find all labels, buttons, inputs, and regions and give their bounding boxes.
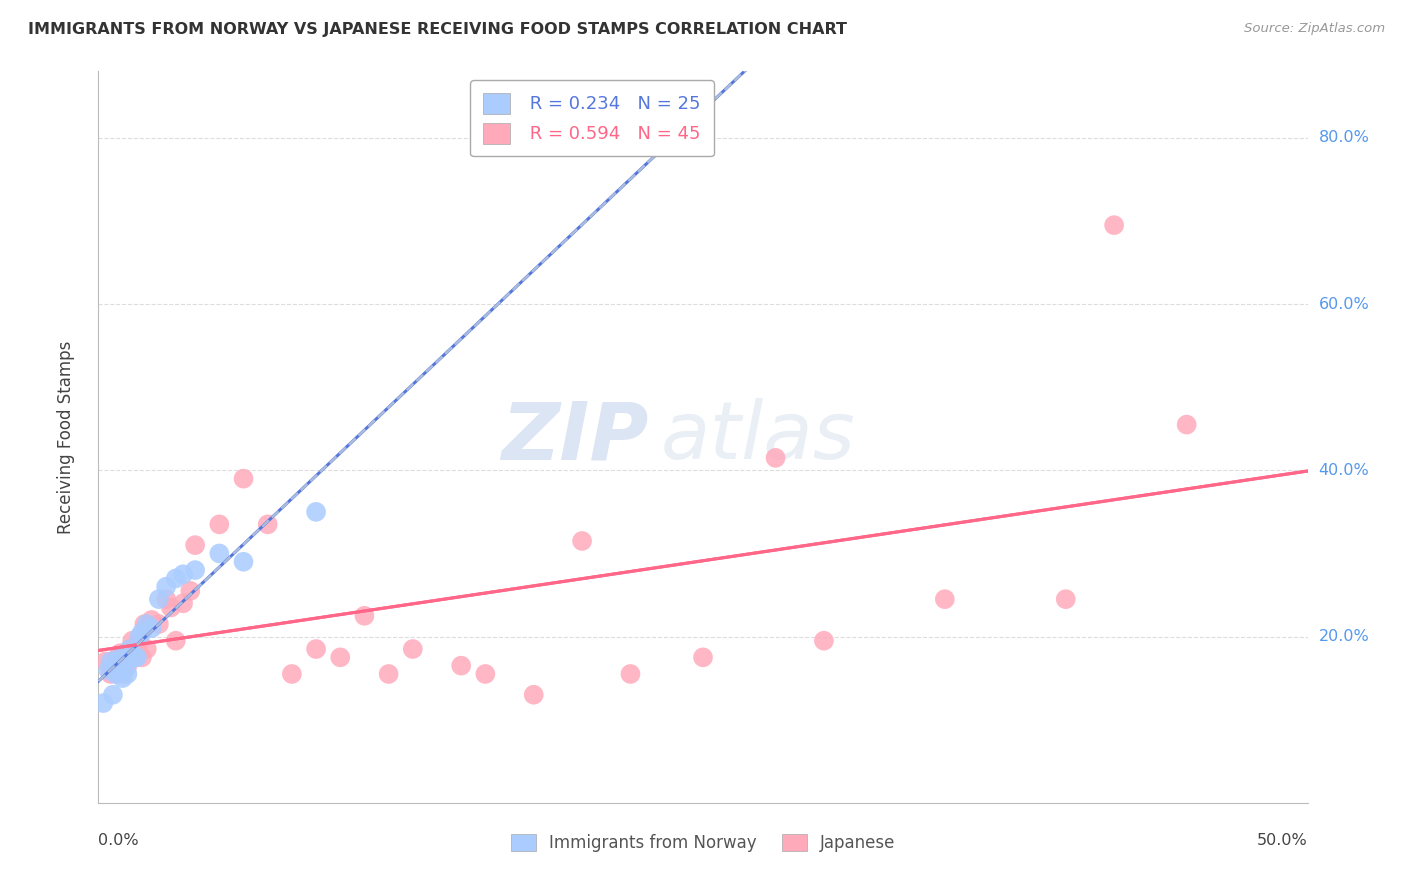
Point	[117, 667, 139, 681]
Point	[104, 667, 127, 681]
Point	[232, 472, 254, 486]
Point	[1102, 218, 1125, 232]
Point	[329, 650, 352, 665]
Point	[135, 642, 157, 657]
Point	[148, 592, 170, 607]
Point	[108, 650, 131, 665]
Point	[305, 642, 328, 657]
Text: 0.0%: 0.0%	[98, 833, 139, 848]
Point	[107, 655, 129, 669]
Point	[1054, 592, 1077, 607]
Point	[100, 667, 122, 681]
Point	[256, 517, 278, 532]
Point	[97, 663, 120, 677]
Point	[148, 617, 170, 632]
Point	[141, 621, 163, 635]
Point	[184, 563, 207, 577]
Point	[165, 571, 187, 585]
Point	[117, 658, 139, 673]
Text: atlas: atlas	[661, 398, 855, 476]
Point	[232, 555, 254, 569]
Point	[134, 617, 156, 632]
Point	[934, 592, 956, 607]
Point	[131, 625, 153, 640]
Point	[172, 567, 194, 582]
Point	[1175, 417, 1198, 432]
Point	[172, 596, 194, 610]
Text: 50.0%: 50.0%	[1257, 833, 1308, 848]
Point	[128, 630, 150, 644]
Point	[208, 546, 231, 560]
Point	[118, 642, 141, 657]
Point	[118, 642, 141, 657]
Point	[281, 667, 304, 681]
Point	[813, 633, 835, 648]
Point	[128, 633, 150, 648]
Point	[165, 633, 187, 648]
Point	[184, 538, 207, 552]
Point	[114, 663, 136, 677]
Point	[208, 517, 231, 532]
Text: ZIP: ZIP	[501, 398, 648, 476]
Text: 40.0%: 40.0%	[1319, 463, 1369, 478]
Point	[127, 650, 149, 665]
Point	[100, 655, 122, 669]
Point	[111, 671, 134, 685]
Point	[474, 667, 496, 681]
Point	[94, 655, 117, 669]
Point	[111, 667, 134, 681]
Point	[107, 650, 129, 665]
Text: 60.0%: 60.0%	[1319, 297, 1369, 311]
Point	[179, 583, 201, 598]
Point	[135, 617, 157, 632]
Point	[101, 688, 124, 702]
Point	[377, 667, 399, 681]
Point	[124, 650, 146, 665]
Point	[121, 633, 143, 648]
Point	[160, 600, 183, 615]
Text: 20.0%: 20.0%	[1319, 629, 1369, 644]
Point	[571, 533, 593, 548]
Point	[450, 658, 472, 673]
Point	[353, 608, 375, 623]
Legend: Immigrants from Norway, Japanese: Immigrants from Norway, Japanese	[502, 825, 904, 860]
Point	[619, 667, 641, 681]
Point	[131, 650, 153, 665]
Point	[765, 450, 787, 465]
Y-axis label: Receiving Food Stamps: Receiving Food Stamps	[56, 341, 75, 533]
Point	[141, 613, 163, 627]
Point	[692, 650, 714, 665]
Text: 80.0%: 80.0%	[1319, 130, 1369, 145]
Point	[114, 655, 136, 669]
Point	[91, 696, 114, 710]
Point	[155, 592, 177, 607]
Text: IMMIGRANTS FROM NORWAY VS JAPANESE RECEIVING FOOD STAMPS CORRELATION CHART: IMMIGRANTS FROM NORWAY VS JAPANESE RECEI…	[28, 22, 848, 37]
Point	[305, 505, 328, 519]
Point	[155, 580, 177, 594]
Point	[127, 642, 149, 657]
Point	[124, 650, 146, 665]
Point	[101, 663, 124, 677]
Point	[108, 646, 131, 660]
Point	[402, 642, 425, 657]
Text: Source: ZipAtlas.com: Source: ZipAtlas.com	[1244, 22, 1385, 36]
Point	[523, 688, 546, 702]
